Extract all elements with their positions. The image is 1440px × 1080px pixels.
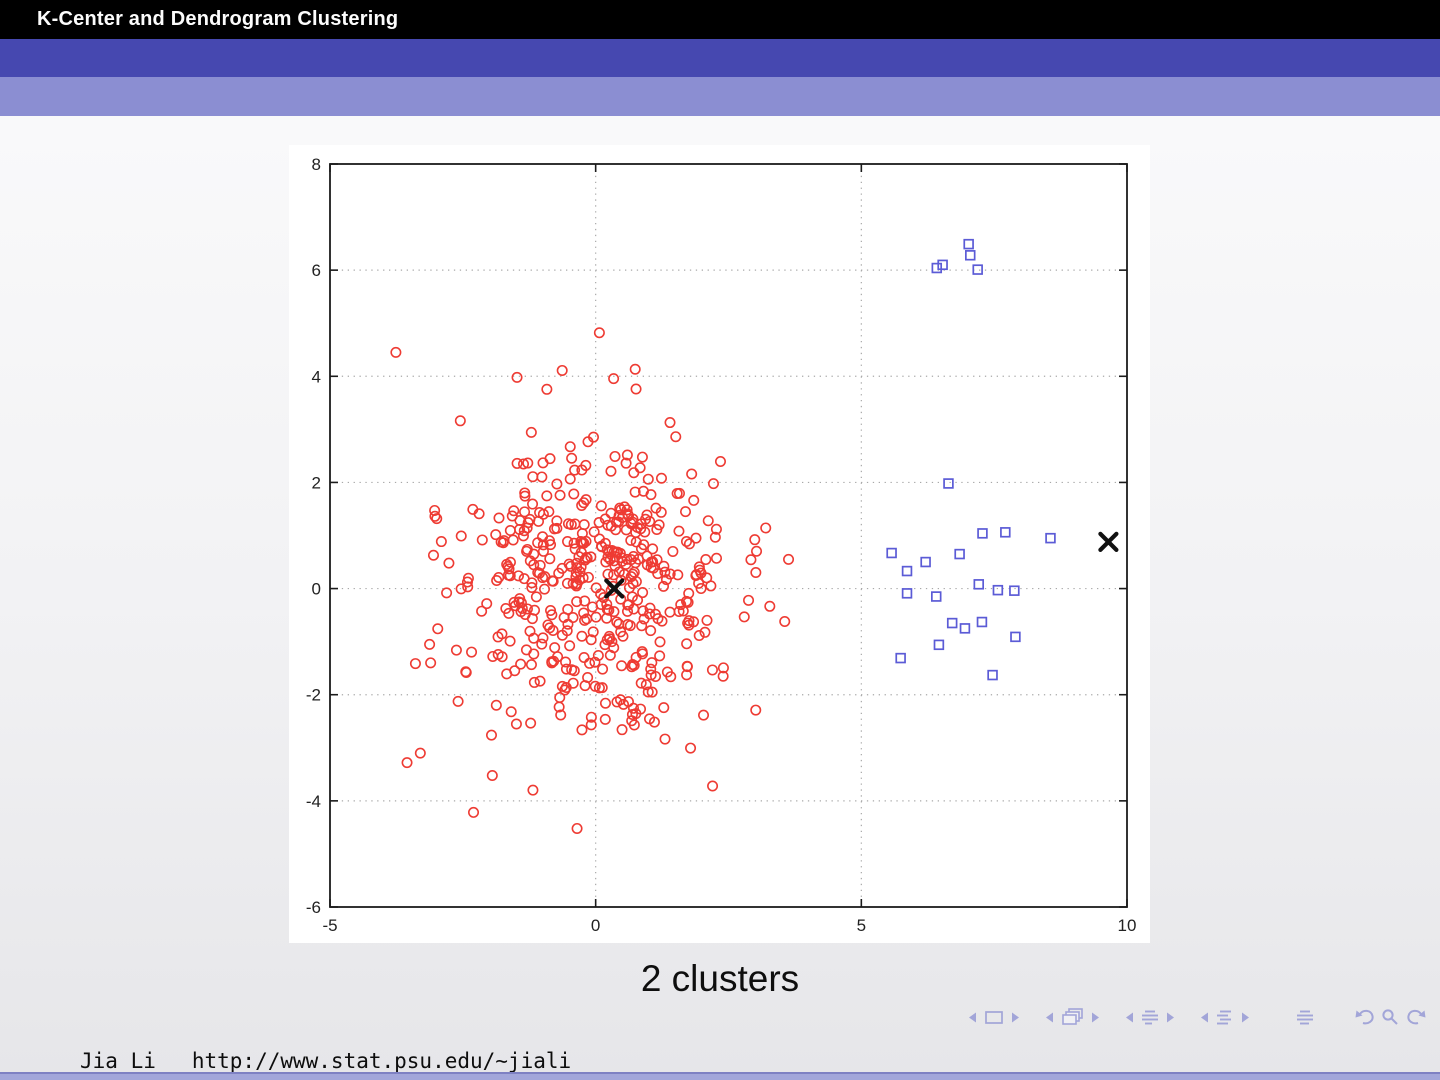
plot-caption: 2 clusters — [640, 958, 800, 999]
footer-url: http://www.stat.psu.edu/∼jiali — [191, 1049, 572, 1073]
slide-frame-icon[interactable] — [983, 1009, 1005, 1025]
footer-rule — [0, 1072, 1440, 1080]
header-bar-primary — [0, 39, 1440, 77]
frames-icon[interactable] — [1060, 1007, 1085, 1028]
svg-text:5: 5 — [857, 916, 866, 935]
svg-text:6: 6 — [312, 261, 321, 280]
next-frame-icon[interactable] — [1091, 1011, 1101, 1024]
forward-icon[interactable] — [1404, 1008, 1428, 1027]
search-icon[interactable] — [1380, 1008, 1401, 1027]
subsection-list-icon[interactable] — [1215, 1009, 1235, 1026]
next-slide-icon[interactable] — [1011, 1011, 1021, 1024]
svg-text:-2: -2 — [306, 686, 321, 705]
svg-text:-6: -6 — [306, 898, 321, 917]
section-list-icon[interactable] — [1140, 1009, 1160, 1026]
svg-text:2: 2 — [312, 473, 321, 492]
appendix-icon[interactable] — [1295, 1009, 1315, 1026]
slide-title: K-Center and Dendrogram Clustering — [37, 8, 399, 30]
svg-text:4: 4 — [312, 367, 321, 386]
svg-text:8: 8 — [312, 155, 321, 174]
prev-subsection-icon[interactable] — [1199, 1011, 1209, 1024]
svg-text:-4: -4 — [306, 792, 321, 811]
next-subsection-icon[interactable] — [1241, 1011, 1251, 1024]
navigation-bar — [967, 1003, 1428, 1031]
svg-text:10: 10 — [1118, 916, 1137, 935]
header-bar-secondary — [0, 77, 1440, 116]
next-section-icon[interactable] — [1166, 1011, 1176, 1024]
title-bar: K-Center and Dendrogram Clustering — [0, 0, 1440, 39]
prev-frame-icon[interactable] — [1044, 1011, 1054, 1024]
scatter-plot: -5 0 5 10 -6 -4 -2 0 2 4 6 8 — [306, 155, 1137, 935]
footline: Jia Li http://www.stat.psu.edu/∼jiali — [80, 1049, 571, 1073]
footer-author: Jia Li — [80, 1049, 156, 1073]
svg-text:-5: -5 — [322, 916, 337, 935]
figure: -5 0 5 10 -6 -4 -2 0 2 4 6 8 — [289, 145, 1150, 943]
prev-section-icon[interactable] — [1124, 1011, 1134, 1024]
svg-text:0: 0 — [312, 580, 321, 599]
back-icon[interactable] — [1353, 1008, 1377, 1027]
prev-slide-icon[interactable] — [967, 1011, 977, 1024]
svg-text:0: 0 — [591, 916, 600, 935]
